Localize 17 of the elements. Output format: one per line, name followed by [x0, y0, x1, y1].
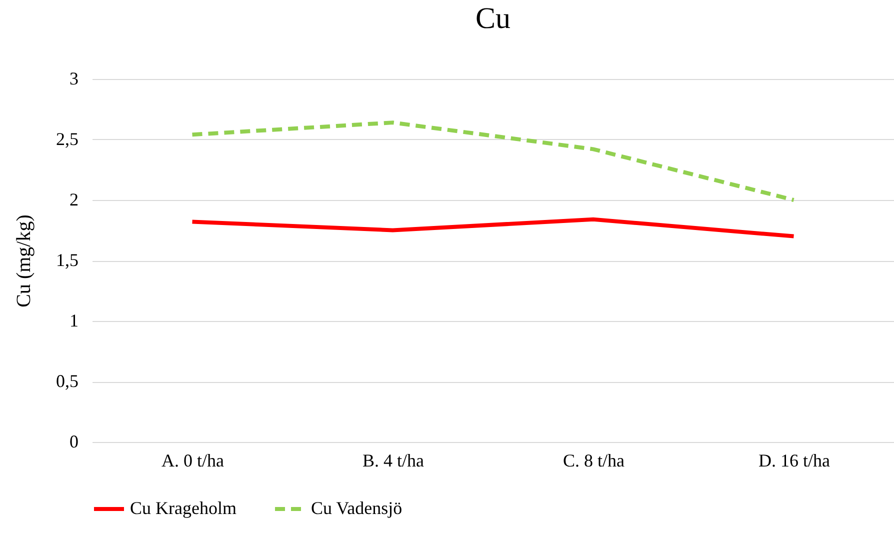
x-tick-label: D. 16 t/ha: [758, 450, 830, 470]
y-tick-label: 2,5: [56, 129, 78, 149]
y-tick-label: 0,5: [56, 371, 78, 391]
y-tick-label: 3: [70, 68, 78, 88]
legend-label: Cu Vadensjö: [311, 498, 402, 518]
y-tick-label: 1,5: [56, 250, 78, 270]
y-tick-label: 1: [70, 310, 78, 330]
line-series: [190, 217, 796, 238]
legend-label: Cu Krageholm: [130, 498, 236, 518]
chart-title: Cu: [475, 2, 511, 35]
y-tick-label: 2: [70, 190, 78, 210]
x-tick-label: B. 4 t/ha: [362, 450, 424, 470]
x-tick-label: A. 0 t/ha: [162, 450, 224, 470]
y-axis-title: Cu (mg/kg): [13, 214, 35, 308]
line-series: [190, 120, 796, 202]
y-tick-label: 0: [70, 432, 78, 452]
x-tick-label: C. 8 t/ha: [563, 450, 625, 470]
